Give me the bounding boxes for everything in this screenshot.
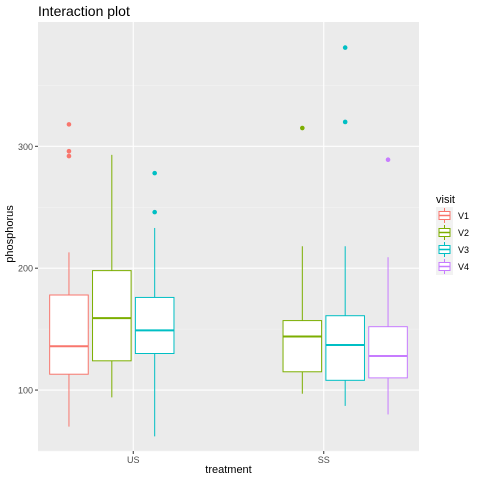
x-tick-label: US — [127, 455, 140, 465]
legend-title: visit — [436, 194, 455, 206]
box-v1-us — [49, 122, 89, 427]
legend-item-v3: V3 — [436, 241, 469, 258]
legend-item-v4: V4 — [436, 258, 469, 275]
box-v3-ss — [325, 45, 365, 406]
legend-label: V2 — [458, 228, 469, 238]
box-iqr — [134, 296, 175, 354]
legend-label: V3 — [458, 245, 469, 255]
y-tick-label: 300 — [18, 142, 33, 152]
legend-label: V4 — [458, 262, 469, 272]
box-v3-us — [134, 170, 175, 437]
outlier-point — [385, 157, 391, 163]
outlier-point — [66, 148, 72, 154]
box-iqr — [92, 270, 132, 362]
box-iqr — [282, 320, 323, 373]
y-tick-label: 200 — [18, 264, 33, 274]
outlier-point — [152, 170, 157, 176]
box-v4-ss — [368, 157, 408, 415]
box-iqr — [368, 326, 408, 379]
box-iqr — [325, 315, 365, 381]
outlier-point — [152, 209, 157, 215]
plot-panel — [38, 22, 419, 451]
y-tick-label: 100 — [18, 386, 33, 396]
outlier-point — [66, 153, 72, 159]
x-axis-label: treatment — [205, 464, 251, 476]
box-v2-us — [92, 154, 132, 398]
legend: visit V1 V2 V3 V4 — [436, 194, 469, 275]
box-v2-ss — [282, 125, 323, 394]
x-tick-label: SS — [318, 455, 330, 465]
legend-item-v2: V2 — [436, 224, 469, 241]
outlier-point — [342, 45, 348, 50]
outlier-point — [66, 122, 72, 127]
box-iqr — [49, 294, 89, 375]
legend-label: V1 — [458, 211, 469, 221]
outlier-point — [300, 125, 305, 131]
legend-item-v1: V1 — [436, 207, 469, 224]
chart-title: Interaction plot — [38, 3, 130, 19]
y-axis-label: phosphorus — [4, 205, 16, 263]
outlier-point — [342, 119, 348, 125]
